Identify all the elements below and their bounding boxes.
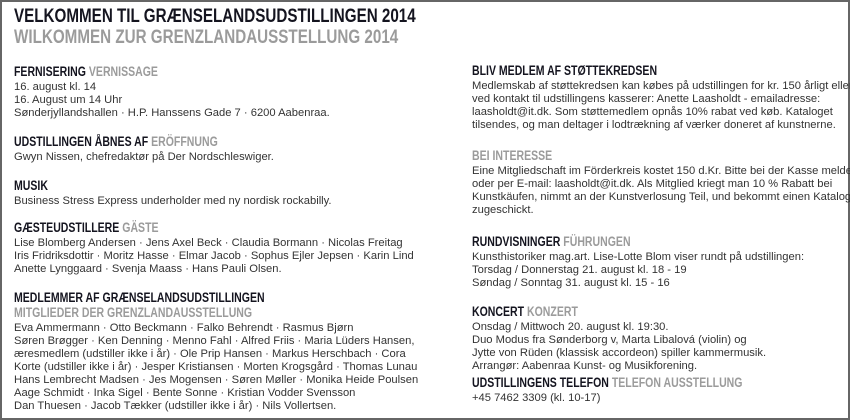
section-stoette: BLIV MEDLEM AF STØTTEKREDSEN Medlemskab a… [472,64,850,132]
body-line: +45 7462 3309 (kl. 10-17) [472,392,601,404]
heading-german: KONZERT [527,304,578,319]
section-heading: MUSIK [14,179,262,193]
heading-danish: UDSTILLINGEN ÅBNES AF [14,134,149,149]
body-line: oder per E-mail: laasholdt@it.dk. Als Mi… [472,178,833,190]
heading-german: TELEFON AUSSTELLUNG [611,375,743,390]
section-musik: MUSIK Business Stress Express underholder… [14,179,332,208]
heading-danish: MEDLEMMER AF GRÆNSELANDSUDSTILLINGEN [14,290,265,305]
body-line: Business Stress Express underholder med … [14,195,332,207]
title-german: WILKOMMEN ZUR GRENZLANDAUSSTELLUNG 2014 [14,27,399,48]
heading-danish: KONCERT [472,304,525,319]
body-line: Kunstkäufen, nimmt an der Kunstverlosung… [472,191,850,203]
body-line: tilsendes, og man deltager i lodtrækning… [472,119,836,131]
heading-danish: FERNISERING [14,64,86,79]
body-line: æresmedlem (udstiller ikke i år) · Ole P… [14,348,406,360]
heading-german: GÄSTE [122,220,159,235]
body-line: 16. August um 14 Uhr [14,94,123,106]
heading-german: FÜHRUNGEN [563,234,631,249]
body-line: Lise Blomberg Andersen · Jens Axel Beck … [14,237,403,249]
body-line: Anette Lynggaard · Svenja Maass · Hans P… [14,263,282,275]
heading-german: MITGLIEDER DER GRENZLANDAUSSTELLUNG [14,305,253,320]
body-line: Eva Ammermann · Otto Beckmann · Falko Be… [14,322,354,334]
section-heading: RUNDVISNINGER FÜHRUNGEN [472,235,731,249]
section-heading: BEI INTERESSE [472,149,773,163]
body-line: ved kontakt til udstillingens kasserer: … [472,93,821,105]
body-line: Onsdag / Mittwoch 20. august kl. 19:30. [472,321,669,333]
page-title: VELKOMMEN TIL GRÆNSELANDSUDSTILLINGEN 20… [14,7,516,47]
section-heading: KONCERT KONZERT [472,305,701,319]
body-line: Arrangør: Aabenraa Kunst- og Musikforeni… [472,360,698,372]
body-line: Medlemskab af støttekredsen kan købes på… [472,80,850,92]
section-rundvisninger: RUNDVISNINGER FÜHRUNGEN Kunsthistoriker m… [472,235,804,290]
body-line: Iris Fridriksdottir · Moritz Hasse · Elm… [14,250,414,262]
heading-danish: MUSIK [14,178,48,193]
heading-danish: BLIV MEDLEM AF STØTTEKREDSEN [472,63,658,78]
body-line: Gwyn Nissen, chefredaktør på Der Nordsch… [14,151,274,163]
section-heading: UDSTILLINGENS TELEFON TELEFON AUSSTELLUN… [472,376,742,390]
body-line: Søren Brøgger · Ken Denning · Menno Fahl… [14,335,415,347]
body-line: Eine Mitgliedschaft im Förderkreis koste… [472,165,850,177]
body-line: Aage Schmidt · Inka Sigel · Bente Sonne … [14,387,356,399]
heading-danish: RUNDVISNINGER [472,234,561,249]
heading-german: VERNISSAGE [88,64,158,79]
heading-german: ERÖFFNUNG [151,134,218,149]
body-line: Dan Thuesen · Jacob Tækker (udstiller ik… [14,400,337,412]
section-heading: FERNISERING VERNISSAGE [14,65,260,79]
section-koncert: KONCERT KONZERT Onsdag / Mittwoch 20. aug… [472,305,766,373]
body-line: 16. august kl. 14 [14,81,97,93]
body-line: Hans Lembrecht Madsen · Jes Mogensen · S… [14,374,419,386]
body-line: Søndag / Sonntag 31. august kl. 15 - 16 [472,277,670,289]
title-danish: VELKOMMEN TIL GRÆNSELANDSUDSTILLINGEN 20… [14,6,416,27]
body-line: Duo Modus fra Sønderborg v, Marta Libalo… [472,334,747,346]
body-line: Jytte von Rüden (klassisk accordeon) spi… [472,347,767,359]
section-heading: BLIV MEDLEM AF STØTTEKREDSEN [472,64,769,78]
section-telefon: UDSTILLINGENS TELEFON TELEFON AUSSTELLUN… [472,376,819,405]
body-line: Sønderjyllandshallen · H.P. Hanssens Gad… [14,107,330,119]
section-heading: UDSTILLINGEN ÅBNES AF ERÖFFNUNG [14,135,218,149]
section-medlemmer: MEDLEMMER AF GRÆNSELANDSUDSTILLINGEN MITG… [14,291,418,413]
heading-german: BEI INTERESSE [472,148,553,163]
section-interesse: BEI INTERESSE Eine Mitgliedschaft im Förd… [472,149,850,217]
body-line: zugeschickt. [472,204,534,216]
body-line: Torsdag / Donnerstag 21. august kl. 18 -… [472,264,687,276]
heading-danish: GÆSTEUDSTILLERE [14,220,120,235]
section-heading: MEDLEMMER AF GRÆNSELANDSUDSTILLINGEN MITG… [14,291,329,320]
body-line: Kunsthistoriker mag.art. Lise-Lotte Blom… [472,251,805,263]
heading-danish: UDSTILLINGENS TELEFON [472,375,609,390]
body-line: Korte (udstiller ikke i år) · Jesper Kri… [14,361,418,373]
section-aabnes: UDSTILLINGEN ÅBNES AF ERÖFFNUNG Gwyn Niss… [14,135,275,164]
section-heading: GÆSTEUDSTILLERE GÄSTE [14,221,326,235]
section-fernisering: FERNISERING VERNISSAGE 16. august kl. 14 1… [14,65,330,120]
section-gaester: GÆSTEUDSTILLERE GÄSTE Lise Blomberg Ander… [14,221,414,276]
body-line: laasholdt@it.dk. Som støttemedlem opnås … [472,106,833,118]
